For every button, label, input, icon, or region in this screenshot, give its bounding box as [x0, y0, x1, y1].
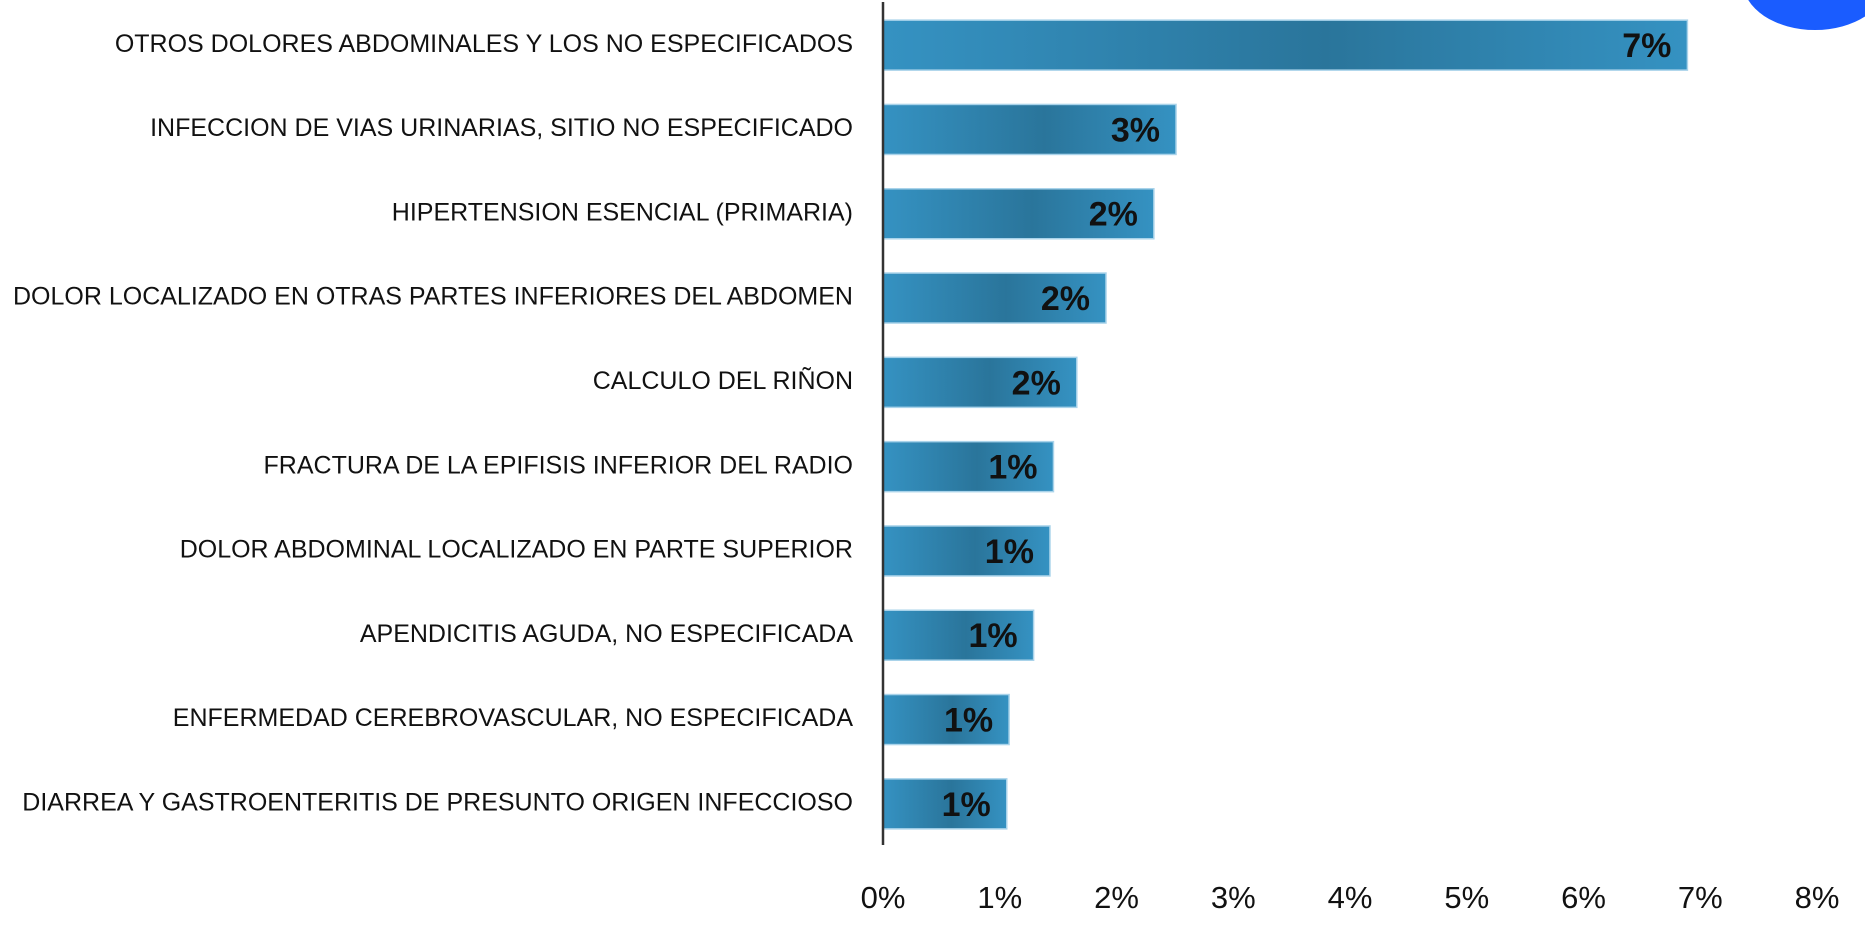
bar — [882, 272, 1107, 324]
data-label: 1% — [988, 449, 1037, 487]
y-tick-label: HIPERTENSION ESENCIAL (PRIMARIA) — [392, 198, 853, 226]
data-label: 3% — [1111, 111, 1160, 149]
y-tick-label: DIARREA Y GASTROENTERITIS DE PRESUNTO OR… — [22, 788, 853, 816]
y-tick-label: INFECCION DE VIAS URINARIAS, SITIO NO ES… — [150, 114, 853, 142]
y-tick-label: APENDICITIS AGUDA, NO ESPECIFICADA — [360, 620, 853, 648]
bar — [882, 19, 1689, 71]
y-tick-label: CALCULO DEL RIÑON — [593, 366, 853, 395]
data-label: 1% — [942, 786, 991, 824]
data-label: 1% — [968, 617, 1017, 655]
x-tick-label: 3% — [1211, 880, 1256, 915]
data-label: 1% — [985, 533, 1034, 571]
decoration — [1748, 0, 1865, 30]
x-tick-label: 6% — [1561, 880, 1606, 915]
data-label: 2% — [1089, 196, 1138, 234]
x-tick-label: 5% — [1444, 880, 1489, 915]
data-label: 2% — [1012, 364, 1061, 402]
y-tick-label: DOLOR LOCALIZADO EN OTRAS PARTES INFERIO… — [13, 283, 853, 311]
y-tick-label: ENFERMEDAD CEREBROVASCULAR, NO ESPECIFIC… — [173, 704, 854, 732]
bar — [882, 188, 1155, 240]
x-tick-label: 1% — [977, 880, 1022, 915]
data-label: 2% — [1041, 280, 1090, 318]
x-tick-label: 7% — [1678, 880, 1723, 915]
bar — [882, 103, 1177, 156]
bar — [882, 440, 1055, 493]
bar — [882, 356, 1078, 409]
bar — [882, 609, 1035, 661]
y-tick-label: DOLOR ABDOMINAL LOCALIZADO EN PARTE SUPE… — [180, 536, 853, 564]
x-tick-label: 4% — [1328, 880, 1373, 915]
data-label: 1% — [944, 702, 993, 740]
y-tick-label: OTROS DOLORES ABDOMINALES Y LOS NO ESPEC… — [115, 30, 853, 58]
y-tick-label: FRACTURA DE LA EPIFISIS INFERIOR DEL RAD… — [264, 451, 853, 479]
x-tick-label: 0% — [861, 880, 906, 915]
x-tick-label: 2% — [1094, 880, 1139, 915]
data-label: 7% — [1622, 27, 1671, 65]
x-tick-label: 8% — [1795, 880, 1840, 915]
